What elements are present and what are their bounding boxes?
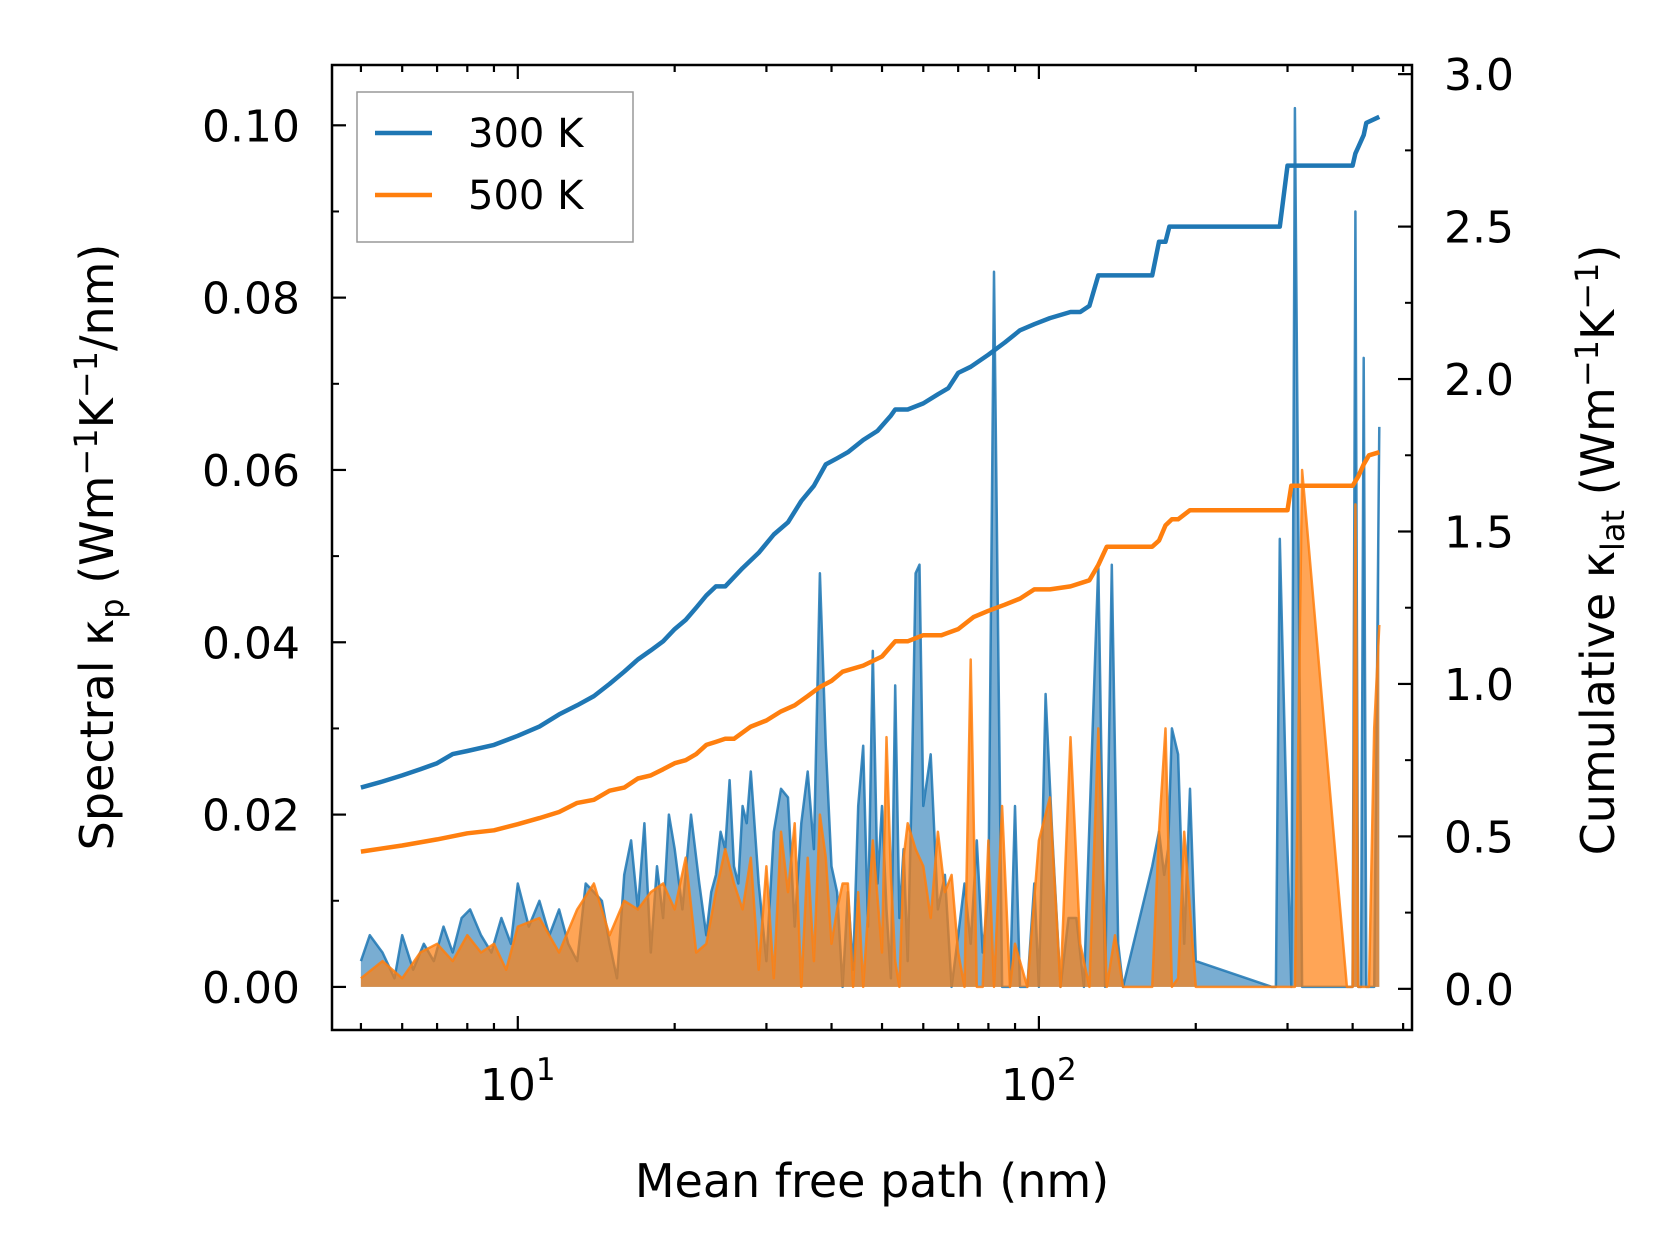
legend-label-300k: 300 K — [468, 111, 585, 157]
y-right-tick-label: 0.5 — [1444, 812, 1514, 863]
cumulative-line-500k — [360, 450, 1380, 854]
legend-box — [356, 91, 634, 243]
axis-ticks — [332, 65, 1412, 1030]
spectral-areas — [359, 106, 1381, 989]
legend: 300 K 500 K — [356, 91, 634, 243]
spectral-line-500k — [360, 468, 1381, 989]
x-tick-label: 101 — [480, 1052, 556, 1111]
y-right-tick-label: 2.0 — [1444, 355, 1514, 406]
y-left-tick-label: 0.04 — [202, 618, 300, 669]
legend-label-500k: 500 K — [468, 173, 585, 219]
y-right-tick-label: 3.0 — [1444, 50, 1514, 101]
x-tick-label-base: 10 — [1001, 1060, 1057, 1111]
y-left-tick-label: 0.10 — [202, 101, 300, 152]
x-tick-label-exponent: 2 — [1057, 1052, 1077, 1088]
y-left-tick-label: 0.08 — [202, 274, 300, 325]
y-axis-right-label: Cumulative κlat (Wm−1K−1) — [1568, 245, 1632, 856]
y-right-tick-label: 1.0 — [1444, 660, 1514, 711]
cumulative-lines — [360, 114, 1381, 854]
y-right-tick-label: 0.0 — [1444, 965, 1514, 1016]
y-right-tick-label: 1.5 — [1444, 507, 1514, 558]
y-left-tick-label: 0.02 — [202, 791, 300, 842]
x-axis-label: Mean free path (nm) — [635, 1154, 1109, 1208]
y-axis-left-label: Spectral κp (Wm−1K−1/nm) — [67, 244, 131, 851]
x-tick-label-base: 10 — [480, 1060, 536, 1111]
plot-frame — [330, 63, 1414, 1032]
y-right-tick-label: 2.5 — [1444, 203, 1514, 254]
cumulative-line-300k — [360, 114, 1381, 790]
x-tick-label: 102 — [1001, 1052, 1077, 1111]
y-left-tick-label: 0.06 — [202, 446, 300, 497]
x-tick-label-exponent: 1 — [536, 1052, 556, 1088]
tick-labels: 101 1020.000.020.040.060.080.100.00.51.01… — [202, 50, 1514, 1111]
y-left-tick-label: 0.00 — [202, 963, 300, 1014]
